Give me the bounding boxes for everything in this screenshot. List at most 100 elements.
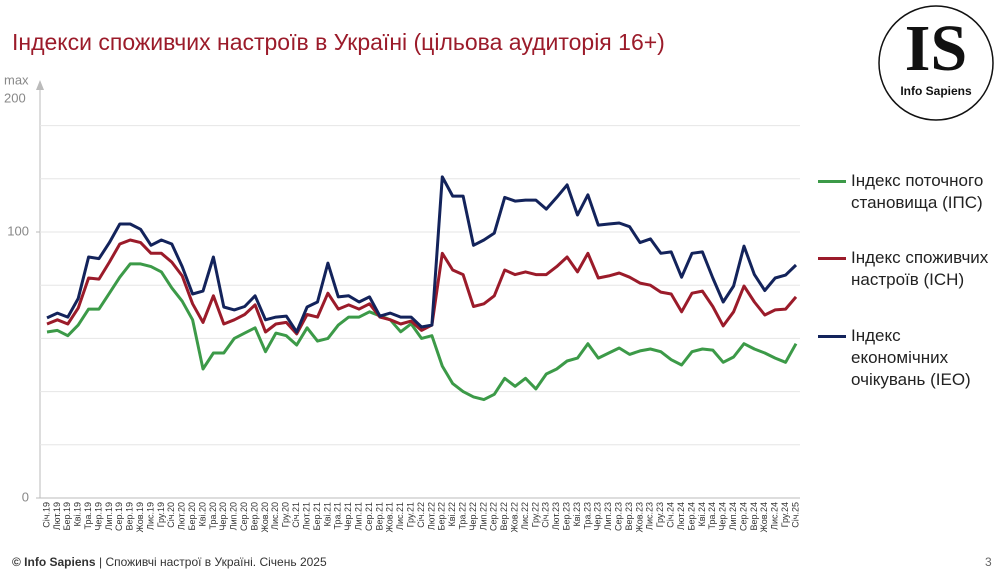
x-tick-label: Лип.22 — [478, 502, 488, 530]
x-tick-label: Кві.20 — [197, 502, 207, 527]
x-tick-label: Лис.19 — [145, 502, 155, 530]
x-tick-label: Тра.20 — [208, 502, 218, 530]
legend-item: Індекс споживчих настроїв (ІСН) — [818, 247, 993, 291]
x-tick-label: Кві.19 — [73, 502, 83, 527]
x-tick-label: Чер.22 — [468, 502, 478, 531]
x-tick-label: Лип.21 — [353, 502, 363, 530]
y-axis-top-label: 200 — [4, 90, 26, 105]
x-tick-label: Лют.23 — [551, 502, 561, 530]
logo-ring — [878, 5, 994, 121]
series-line — [46, 175, 798, 334]
x-tick-label: Гру.22 — [530, 502, 540, 527]
x-tick-label: Тра.24 — [707, 502, 717, 530]
legend-label: Індекс споживчих настроїв (ІСН) — [851, 248, 989, 289]
y-axis-arrow — [36, 80, 44, 90]
x-tick-label: Вер.21 — [374, 502, 384, 531]
x-tick-label: Кві.21 — [322, 502, 332, 527]
x-tick-label: Лис.22 — [520, 502, 530, 530]
x-tick-label: Сер.20 — [239, 502, 249, 531]
footer-text: | Споживчі настрої в Україні. Січень 202… — [99, 555, 327, 569]
x-tick-label: Лют.19 — [52, 502, 62, 530]
x-tick-label: Жов.20 — [260, 502, 270, 533]
legend-item: Індекс поточного становища (ІПС) — [818, 170, 993, 214]
x-tick-label: Лис.23 — [645, 502, 655, 530]
y-tick-label: 100 — [7, 223, 29, 238]
x-tick-label: Січ.21 — [291, 502, 301, 528]
x-tick-label: Лип.24 — [728, 502, 738, 530]
x-tick-label: Бер.24 — [686, 502, 696, 530]
x-tick-label: Лип.23 — [603, 502, 613, 530]
x-tick-label: Сер.24 — [738, 502, 748, 531]
x-tick-label: Чер.19 — [93, 502, 103, 531]
x-tick-label: Чер.23 — [593, 502, 603, 531]
x-tick-label: Жов.19 — [135, 502, 145, 533]
x-tick-label: Тра.19 — [83, 502, 93, 530]
x-tick-label: Жов.22 — [510, 502, 520, 533]
x-tick-label: Гру.23 — [655, 502, 665, 527]
x-tick-label: Лис.21 — [395, 502, 405, 530]
x-tick-label: Січ.25 — [790, 502, 800, 528]
x-tick-label: Лип.19 — [104, 502, 114, 530]
x-tick-label: Чер.21 — [343, 502, 353, 531]
x-tick-label: Лип.20 — [229, 502, 239, 530]
chart-title: Індекси споживчих настроїв в Україні (ці… — [12, 29, 665, 55]
x-tick-label: Кві.24 — [697, 502, 707, 527]
x-tick-label: Чер.24 — [718, 502, 728, 531]
x-tick-label: Вер.22 — [499, 502, 509, 531]
x-tick-label: Січ.24 — [666, 502, 676, 528]
y-axis-max-label: max — [4, 72, 29, 87]
x-tick-label: Вер.20 — [249, 502, 259, 531]
x-tick-label: Лис.24 — [770, 502, 780, 530]
x-tick-label: Жов.24 — [759, 502, 769, 533]
x-tick-label: Жов.21 — [385, 502, 395, 533]
x-tick-label: Тра.23 — [582, 502, 592, 530]
logo-name: Info Sapiens — [900, 84, 972, 98]
y-tick-label: 0 — [22, 489, 29, 504]
legend-label: Індекс економічних очікувань (ІЕО) — [851, 326, 971, 389]
page-number: 3 — [985, 555, 992, 569]
series-line — [46, 238, 798, 336]
x-tick-label: Бер.20 — [187, 502, 197, 530]
x-tick-label: Сер.22 — [489, 502, 499, 531]
x-tick-label: Лют.21 — [301, 502, 311, 530]
x-tick-label: Сер.21 — [364, 502, 374, 531]
x-tick-label: Тра.22 — [457, 502, 467, 530]
x-tick-label: Гру.20 — [281, 502, 291, 527]
x-tick-label: Вер.19 — [125, 502, 135, 531]
legend-label: Індекс поточного становища (ІПС) — [851, 171, 984, 212]
x-tick-label: Кві.22 — [447, 502, 457, 527]
x-tick-label: Лис.20 — [270, 502, 280, 530]
x-tick-label: Сер.19 — [114, 502, 124, 531]
logo: IS Info Sapiens — [878, 5, 994, 121]
legend-swatch — [818, 257, 846, 260]
legend-swatch — [818, 335, 846, 338]
x-tick-label: Січ.20 — [166, 502, 176, 528]
x-tick-label: Жов.23 — [634, 502, 644, 533]
x-tick-label: Гру.24 — [780, 502, 790, 527]
x-tick-label: Вер.23 — [624, 502, 634, 531]
x-tick-label: Бер.23 — [562, 502, 572, 530]
x-tick-label: Кві.23 — [572, 502, 582, 527]
x-tick-label: Січ.19 — [41, 502, 51, 528]
series-line — [46, 262, 798, 402]
x-tick-label: Бер.21 — [312, 502, 322, 530]
footer-brand: © Info Sapiens — [12, 555, 96, 569]
legend-swatch — [818, 180, 846, 183]
x-tick-label: Бер.22 — [437, 502, 447, 530]
logo-mark: IS — [905, 12, 967, 85]
x-tick-label: Тра.21 — [333, 502, 343, 530]
x-tick-label: Лют.20 — [177, 502, 187, 530]
x-tick-label: Гру.19 — [156, 502, 166, 527]
x-tick-label: Сер.23 — [614, 502, 624, 531]
x-tick-label: Лют.22 — [426, 502, 436, 530]
x-tick-label: Гру.21 — [405, 502, 415, 527]
x-tick-label: Лют.24 — [676, 502, 686, 530]
x-tick-label: Чер.20 — [218, 502, 228, 531]
x-tick-label: Бер.19 — [62, 502, 72, 530]
x-tick-label: Вер.24 — [749, 502, 759, 531]
x-tick-label: Січ.23 — [541, 502, 551, 528]
legend-item: Індекс економічних очікувань (ІЕО) — [818, 325, 993, 391]
x-tick-label: Січ.22 — [416, 502, 426, 528]
